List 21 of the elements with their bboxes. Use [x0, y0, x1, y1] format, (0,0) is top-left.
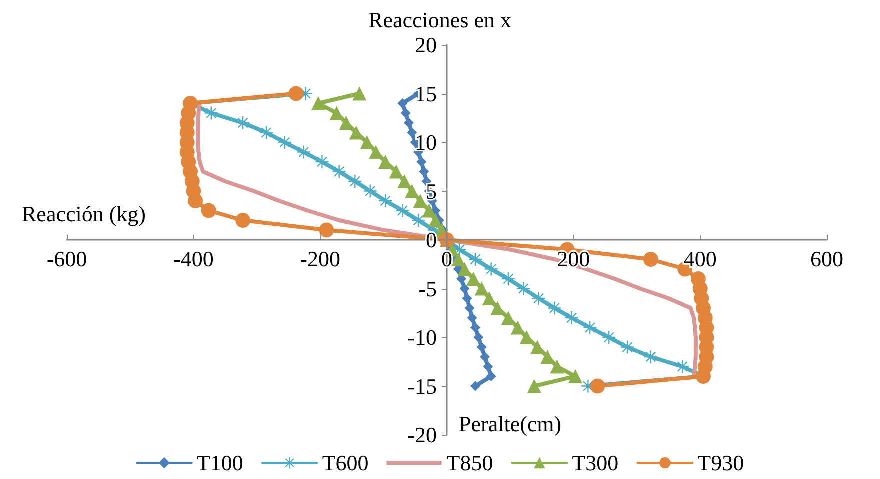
legend-label: T850	[446, 450, 494, 476]
legend-label: T600	[322, 450, 369, 476]
y-tick-label: -10	[408, 325, 437, 350]
x-tick-label: 400	[684, 246, 717, 272]
x-tick-label: -600	[46, 246, 88, 272]
x-tick-label: -200	[300, 246, 340, 272]
y-tick-label: 10	[415, 130, 437, 155]
x-tick-label: 200	[557, 246, 590, 272]
x-axis-title: Reacción (kg)	[22, 202, 146, 226]
y-tick-label: -15	[408, 374, 437, 399]
x-tick-label: 600	[810, 246, 844, 272]
y-tick-label: -20	[408, 422, 437, 448]
legend-label: T930	[698, 450, 744, 476]
legend-label: T300	[572, 450, 619, 476]
y-axis-title: Peralte(cm)	[459, 412, 562, 436]
legend-label: T100	[196, 450, 244, 476]
y-tick-label: 20	[415, 32, 437, 58]
chart-title: Reacciones en x	[368, 8, 512, 32]
y-tick-label: -5	[418, 276, 437, 302]
y-tick-label: 15	[415, 81, 437, 106]
x-tick-label: -400	[174, 246, 214, 272]
